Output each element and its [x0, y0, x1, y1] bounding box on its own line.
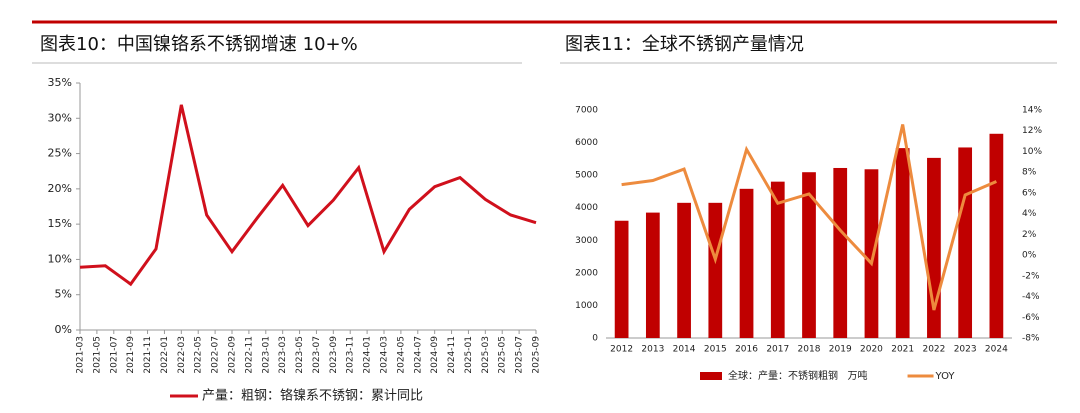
line [621, 124, 997, 311]
x-tick-label: 2021-11 [143, 336, 153, 374]
x-tick-label: 2024-07 [413, 336, 423, 374]
x-tick-label: 2023-03 [278, 336, 288, 374]
x-tick-label: 2025-09 [532, 336, 542, 374]
x-tick-label: 2022-03 [177, 336, 187, 374]
line [79, 104, 537, 287]
y2-tick-label: 10% [1022, 147, 1042, 157]
y2-tick-label: -2% [1022, 271, 1040, 281]
bar [895, 148, 910, 338]
x-tick-label: 2013 [641, 345, 664, 355]
x-tick-label: 2015 [704, 345, 727, 355]
x-tick-label: 2023-09 [329, 336, 339, 374]
chart-title: 图表10：中国镍铬系不锈钢增速 10+% [40, 34, 358, 55]
x-tick-label: 2022-07 [211, 336, 221, 374]
x-tick-label: 2022-09 [228, 336, 238, 374]
y-tick-label: 1000 [575, 301, 598, 311]
x-tick-label: 2021-07 [109, 336, 119, 374]
x-tick-label: 2025-03 [481, 336, 491, 374]
y-tick-label: 35% [48, 76, 72, 89]
x-tick-label: 2023 [954, 345, 977, 355]
y2-tick-label: 4% [1022, 209, 1037, 219]
bar [739, 188, 754, 338]
x-tick-label: 2023-07 [312, 336, 322, 374]
legend-label: YOY [935, 371, 956, 382]
y2-tick-label: -8% [1022, 334, 1040, 344]
y-tick-label: 5% [55, 288, 72, 301]
bar [927, 157, 941, 338]
legend-swatch [700, 372, 722, 380]
x-tick-label: 2024-03 [380, 336, 390, 374]
x-tick-label: 2022-11 [244, 336, 254, 374]
x-tick-label: 2020 [860, 345, 883, 355]
y2-tick-label: 6% [1022, 188, 1037, 198]
y-tick-label: 4000 [575, 203, 598, 213]
x-tick-label: 2024-01 [363, 336, 373, 374]
x-tick-label: 2021-05 [92, 336, 102, 374]
y-tick-label: 7000 [575, 106, 598, 116]
y2-tick-label: 12% [1022, 126, 1042, 136]
x-tick-label: 2017 [766, 345, 789, 355]
x-tick-label: 2025-01 [464, 336, 474, 374]
bar [677, 202, 691, 338]
x-tick-label: 2023-01 [261, 336, 271, 374]
x-tick-label: 2025-07 [515, 336, 525, 374]
y-tick-label: 0% [55, 323, 72, 336]
y-tick-label: 25% [48, 147, 72, 160]
x-tick-label: 2018 [798, 345, 821, 355]
bar [958, 147, 973, 338]
y-tick-label: 30% [48, 111, 72, 124]
x-tick-label: 2021-03 [76, 336, 86, 374]
legend-label: 产量：粗钢：铬镍系不锈钢：累计同比 [202, 388, 423, 404]
x-tick-label: 2016 [735, 345, 758, 355]
x-tick-label: 2022-01 [160, 336, 170, 374]
y2-tick-label: 8% [1022, 168, 1037, 178]
bar [989, 133, 1004, 338]
y-tick-label: 6000 [575, 138, 598, 148]
x-tick-label: 2019 [829, 345, 852, 355]
x-tick-label: 2023-11 [346, 336, 356, 374]
x-tick-label: 2021-09 [126, 336, 136, 374]
bar [770, 181, 785, 338]
y2-tick-label: 14% [1022, 106, 1042, 116]
y-tick-label: 5000 [575, 171, 598, 181]
x-tick-label: 2024-11 [447, 336, 457, 374]
x-tick-label: 2021 [891, 345, 914, 355]
bar [645, 212, 660, 338]
bar [708, 202, 723, 338]
bar [802, 172, 816, 338]
y-tick-label: 20% [48, 182, 72, 195]
x-tick-label: 2022 [922, 345, 945, 355]
chart-title: 图表11：全球不锈钢产量情况 [565, 34, 804, 55]
y2-tick-label: -6% [1022, 313, 1040, 323]
y-tick-label: 15% [48, 217, 72, 230]
legend-label: 全球：产量：不锈钢粗钢 万吨 [728, 369, 868, 382]
y2-tick-label: 0% [1022, 251, 1037, 261]
y-tick-label: 3000 [575, 236, 598, 246]
x-tick-label: 2024-09 [430, 336, 440, 374]
y2-tick-label: 2% [1022, 230, 1037, 240]
y-tick-label: 2000 [575, 268, 598, 278]
bar [614, 220, 629, 338]
y-tick-label: 10% [48, 252, 72, 265]
x-tick-label: 2024 [985, 345, 1008, 355]
x-tick-label: 2024-05 [396, 336, 406, 374]
x-tick-label: 2014 [673, 345, 696, 355]
y-tick-label: 0 [592, 334, 598, 344]
bar [833, 167, 848, 338]
x-tick-label: 2022-05 [194, 336, 204, 374]
x-tick-label: 2025-05 [498, 336, 508, 374]
x-tick-label: 2023-05 [295, 336, 305, 374]
bar [864, 169, 879, 338]
y2-tick-label: -4% [1022, 292, 1040, 302]
x-tick-label: 2012 [610, 345, 633, 355]
